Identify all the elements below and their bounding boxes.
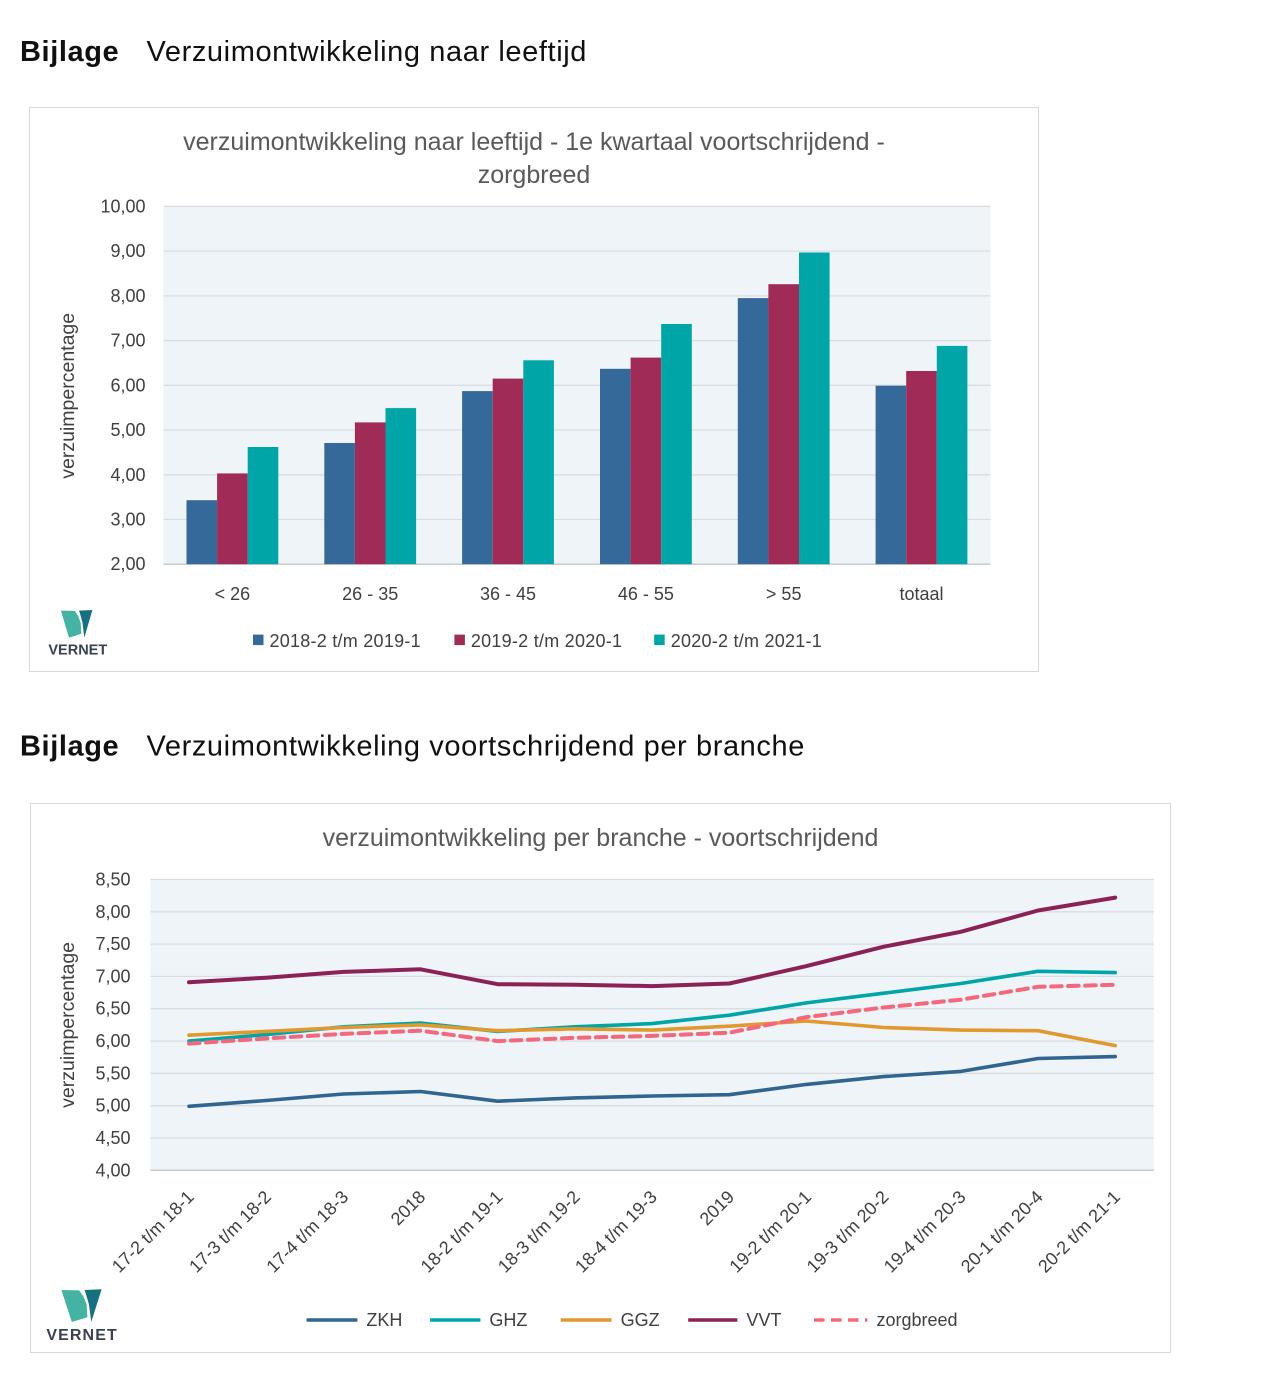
svg-text:4,00: 4,00 [95, 1160, 130, 1180]
svg-text:8,00: 8,00 [95, 902, 130, 922]
svg-text:7,00: 7,00 [110, 331, 145, 351]
svg-text:8,50: 8,50 [95, 870, 130, 890]
svg-text:5,50: 5,50 [95, 1063, 130, 1083]
svg-text:46 - 55: 46 - 55 [618, 584, 674, 604]
svg-text:Bijlage: Bijlage [20, 36, 119, 68]
svg-text:> 55: > 55 [766, 584, 802, 604]
svg-text:4,50: 4,50 [95, 1128, 130, 1148]
svg-text:5,00: 5,00 [110, 420, 145, 440]
svg-text:2020-2 t/m 2021-1: 2020-2 t/m 2021-1 [671, 631, 822, 651]
svg-text:6,00: 6,00 [110, 375, 145, 395]
svg-text:verzuimontwikkeling naar leeft: verzuimontwikkeling naar leeftijd - 1e k… [183, 128, 885, 156]
svg-text:VVT: VVT [746, 1310, 781, 1330]
svg-text:Verzuimontwikkeling naar leeft: Verzuimontwikkeling naar leeftijd [147, 36, 588, 68]
svg-text:zorgbreed: zorgbreed [478, 161, 591, 189]
svg-text:Bijlage: Bijlage [20, 731, 119, 763]
svg-text:5,00: 5,00 [95, 1096, 130, 1116]
svg-text:9,00: 9,00 [110, 241, 145, 261]
svg-text:10,00: 10,00 [100, 196, 145, 216]
svg-text:36 - 45: 36 - 45 [480, 584, 536, 604]
svg-text:2,00: 2,00 [110, 554, 145, 574]
svg-text:< 26: < 26 [215, 584, 251, 604]
svg-text:3,00: 3,00 [110, 510, 145, 530]
svg-text:2018-2 t/m 2019-1: 2018-2 t/m 2019-1 [270, 631, 421, 651]
svg-text:verzuimontwikkeling per branch: verzuimontwikkeling per branche - voorts… [323, 824, 879, 852]
svg-text:VERNET: VERNET [46, 1327, 118, 1344]
svg-text:2019-2 t/m 2020-1: 2019-2 t/m 2020-1 [471, 631, 622, 651]
svg-text:6,00: 6,00 [95, 1031, 130, 1051]
svg-text:VERNET: VERNET [48, 643, 107, 659]
svg-text:7,00: 7,00 [95, 966, 130, 986]
svg-text:zorgbreed: zorgbreed [877, 1310, 958, 1330]
svg-text:8,00: 8,00 [110, 286, 145, 306]
svg-text:GHZ: GHZ [489, 1310, 527, 1330]
svg-text:totaal: totaal [899, 584, 943, 604]
svg-text:7,50: 7,50 [95, 934, 130, 954]
svg-text:4,00: 4,00 [110, 465, 145, 485]
svg-text:verzuimpercentage: verzuimpercentage [57, 313, 79, 479]
svg-text:GGZ: GGZ [621, 1310, 660, 1330]
svg-text:verzuimpercentage: verzuimpercentage [57, 942, 79, 1108]
svg-text:ZKH: ZKH [366, 1310, 402, 1330]
svg-text:6,50: 6,50 [95, 999, 130, 1019]
svg-text:26 - 35: 26 - 35 [342, 584, 398, 604]
svg-text:Verzuimontwikkeling voortschri: Verzuimontwikkeling voortschrijdend per … [147, 731, 805, 763]
